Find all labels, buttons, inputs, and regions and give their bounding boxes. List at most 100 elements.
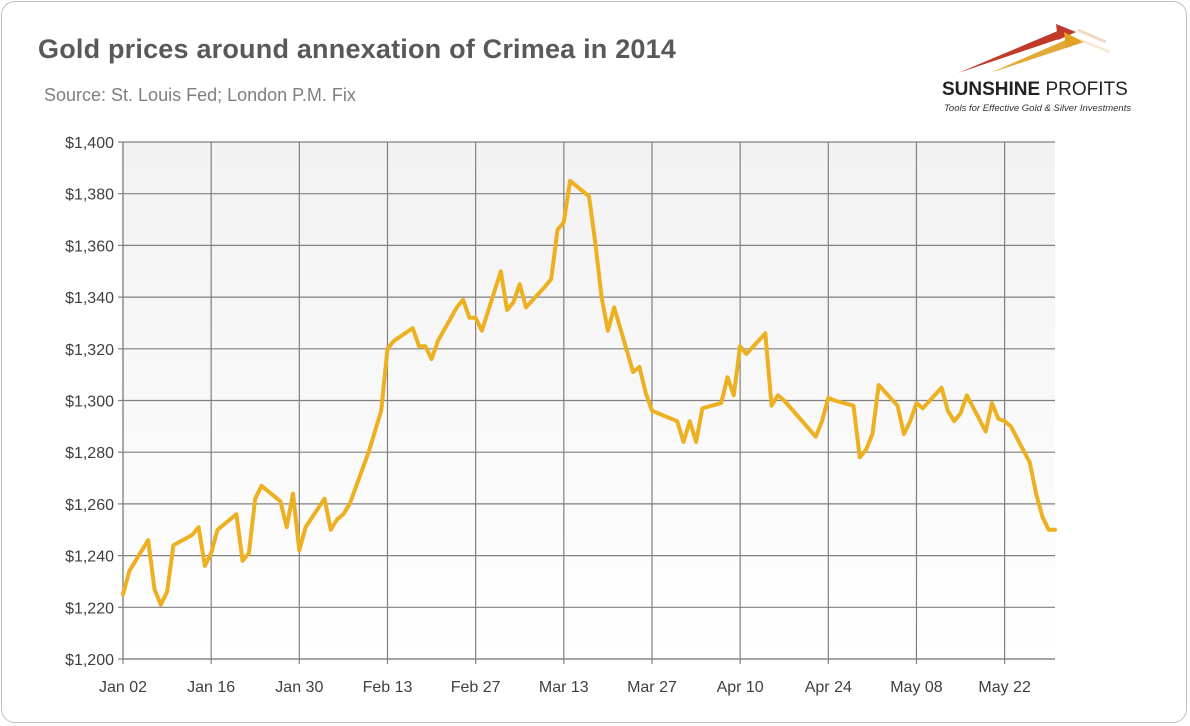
- y-tick-label: $1,380: [65, 187, 114, 204]
- data-point: [121, 592, 125, 596]
- data-point: [593, 241, 597, 245]
- data-point: [379, 409, 383, 413]
- x-tick-label: Jan 30: [275, 679, 323, 696]
- y-tick-label: $1,260: [65, 497, 114, 514]
- data-point: [688, 419, 692, 423]
- logo-name-rest: PROFITS: [1040, 79, 1128, 100]
- data-point: [1040, 515, 1044, 519]
- data-point: [386, 347, 389, 351]
- data-point: [694, 440, 698, 444]
- data-point: [870, 432, 874, 436]
- data-point: [675, 419, 679, 423]
- x-tick-label: Jan 16: [187, 679, 235, 696]
- data-point: [908, 419, 912, 423]
- data-point: [159, 603, 163, 607]
- data-point: [776, 393, 780, 397]
- data-point: [190, 533, 194, 537]
- data-point: [323, 497, 326, 501]
- data-point: [996, 417, 1000, 421]
- data-point: [1028, 461, 1032, 464]
- data-point: [990, 401, 994, 405]
- data-point: [896, 404, 900, 408]
- x-tick-label: Mar 13: [539, 679, 589, 696]
- data-point: [329, 528, 333, 532]
- logo-tagline: Tools for Effective Gold & Silver Invest…: [944, 103, 1132, 114]
- data-point: [833, 399, 837, 402]
- data-point: [744, 352, 748, 356]
- data-point: [858, 455, 862, 459]
- data-point: [852, 404, 855, 408]
- data-point: [612, 305, 616, 309]
- data-point: [700, 406, 704, 410]
- y-tick-label: $1,200: [65, 652, 114, 669]
- data-point: [543, 285, 547, 289]
- data-point: [511, 300, 515, 304]
- data-point: [902, 432, 906, 436]
- data-point: [940, 386, 944, 390]
- data-point: [915, 401, 918, 405]
- data-point: [165, 590, 169, 594]
- data-point: [278, 499, 282, 503]
- y-tick-label: $1,300: [65, 394, 114, 411]
- data-point: [606, 329, 610, 333]
- y-tick-label: $1,360: [65, 238, 114, 255]
- x-tick-label: May 08: [890, 679, 943, 696]
- data-point: [285, 525, 289, 529]
- data-point: [505, 308, 509, 312]
- logo-wordmark: SUNSHINE PROFITS: [942, 79, 1128, 101]
- y-tick-label: $1,320: [65, 342, 114, 359]
- y-tick-label: $1,400: [65, 135, 114, 152]
- data-point: [984, 430, 988, 433]
- data-point: [877, 383, 881, 387]
- data-point: [763, 331, 767, 335]
- data-point: [921, 406, 925, 410]
- data-point: [1003, 419, 1007, 423]
- data-point: [436, 339, 440, 343]
- data-point: [719, 401, 723, 405]
- data-point: [556, 228, 559, 232]
- y-tick-label: $1,240: [65, 549, 114, 566]
- x-tick-label: May 22: [978, 679, 1031, 696]
- data-point: [650, 409, 654, 413]
- logo-name-bold: SUNSHINE: [942, 79, 1041, 100]
- data-point: [1034, 492, 1038, 496]
- data-point: [959, 411, 962, 415]
- data-point: [392, 339, 396, 343]
- data-point: [341, 512, 345, 516]
- data-point: [1047, 528, 1051, 532]
- data-point: [656, 411, 660, 415]
- data-point: [644, 391, 648, 395]
- data-point: [524, 305, 528, 309]
- data-point: [467, 316, 471, 320]
- data-point: [216, 528, 219, 532]
- data-point: [738, 344, 742, 348]
- data-point: [260, 484, 263, 488]
- data-point: [499, 269, 503, 273]
- data-point: [770, 404, 774, 408]
- data-point: [682, 440, 685, 444]
- data-point: [335, 517, 339, 521]
- y-tick-label: $1,220: [65, 600, 114, 617]
- chart-subtitle: Source: St. Louis Fed; London P.M. Fix: [44, 85, 356, 105]
- data-point: [417, 344, 421, 348]
- data-point: [480, 329, 484, 333]
- data-point: [549, 277, 553, 281]
- data-point: [253, 497, 257, 501]
- data-point: [814, 435, 818, 439]
- data-point: [247, 551, 251, 555]
- data-point: [291, 492, 295, 496]
- data-point: [782, 399, 786, 402]
- data-point: [864, 448, 868, 452]
- data-point: [197, 525, 201, 529]
- x-tick-label: Feb 13: [363, 679, 413, 696]
- data-point: [203, 564, 207, 568]
- x-tick-label: Jan 02: [99, 679, 147, 696]
- data-point: [562, 220, 566, 224]
- data-point: [241, 559, 245, 563]
- data-point: [637, 365, 641, 369]
- data-point: [568, 179, 572, 183]
- data-point: [1009, 424, 1013, 428]
- data-point: [455, 305, 459, 309]
- data-point: [423, 344, 427, 348]
